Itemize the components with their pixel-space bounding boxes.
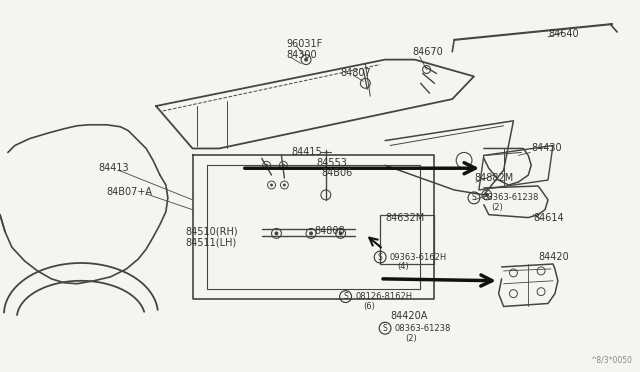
Text: (6): (6) (364, 302, 375, 311)
Text: 84670: 84670 (413, 47, 444, 57)
Text: 84614: 84614 (533, 212, 564, 222)
Circle shape (282, 164, 285, 167)
Text: 84430: 84430 (531, 144, 562, 154)
Circle shape (275, 231, 278, 235)
Text: 84420A: 84420A (390, 311, 428, 321)
Circle shape (265, 164, 268, 167)
Text: S: S (472, 193, 476, 202)
Text: (2): (2) (492, 203, 504, 212)
Text: 84B06: 84B06 (321, 168, 352, 178)
Text: 96031F: 96031F (286, 39, 323, 49)
Text: 84882M: 84882M (474, 173, 513, 183)
Circle shape (339, 231, 342, 235)
Text: S: S (343, 292, 348, 301)
Text: S: S (383, 324, 387, 333)
Text: 84511(LH): 84511(LH) (186, 237, 237, 247)
Circle shape (270, 183, 273, 186)
Text: 84632M: 84632M (385, 212, 424, 222)
Circle shape (304, 58, 308, 62)
Text: 84B07+A: 84B07+A (107, 187, 152, 197)
Text: 84553: 84553 (316, 158, 347, 168)
Text: 84413: 84413 (99, 163, 129, 173)
Text: ^8/3*0050: ^8/3*0050 (591, 355, 632, 364)
Text: 84807: 84807 (340, 68, 371, 78)
Text: 84510(RH): 84510(RH) (186, 227, 238, 237)
Circle shape (485, 193, 489, 197)
Text: 84300: 84300 (286, 50, 317, 60)
Circle shape (283, 183, 286, 186)
Text: 84808: 84808 (314, 227, 344, 237)
Text: 84640: 84640 (548, 29, 579, 39)
Text: 09363-6162H: 09363-6162H (389, 253, 446, 262)
Text: (2): (2) (405, 334, 417, 343)
Circle shape (309, 231, 313, 235)
Text: 84415: 84415 (291, 147, 322, 157)
Text: 08363-61238: 08363-61238 (395, 324, 451, 333)
Text: 08363-61238: 08363-61238 (483, 193, 540, 202)
Text: 08126-8162H: 08126-8162H (355, 292, 413, 301)
Text: S: S (378, 253, 383, 262)
Text: 84420: 84420 (538, 252, 569, 262)
Text: (4): (4) (397, 263, 409, 272)
